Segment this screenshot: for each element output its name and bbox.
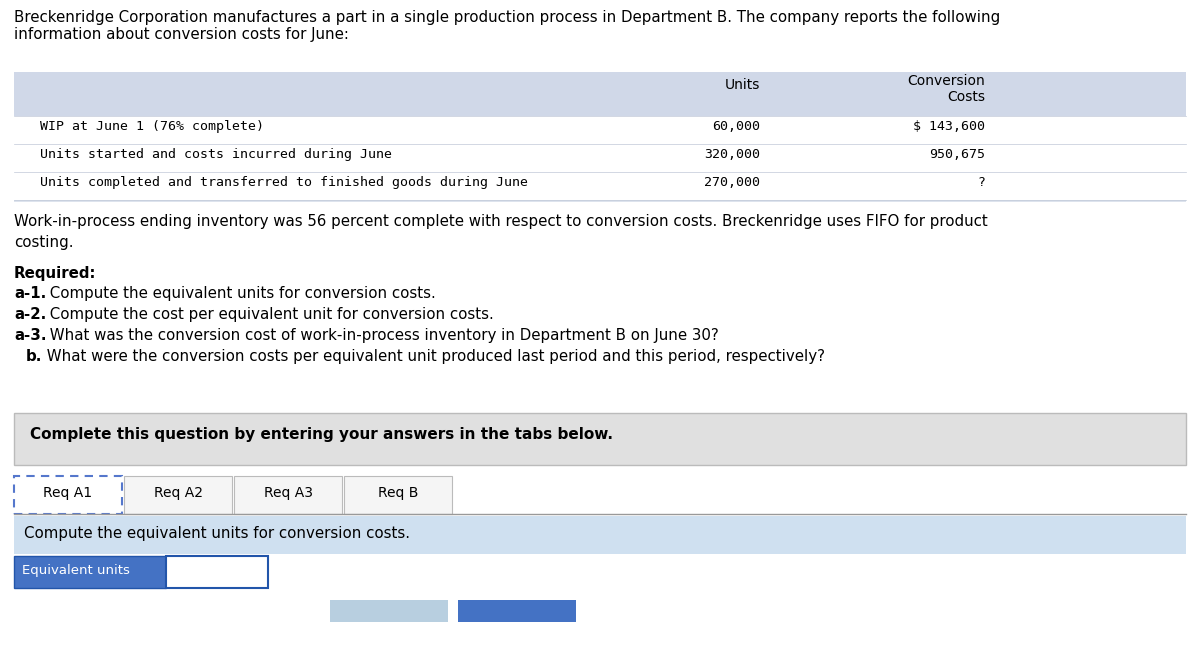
Text: Req A2: Req A2	[154, 486, 203, 500]
Text: Units started and costs incurred during June: Units started and costs incurred during …	[40, 148, 392, 161]
Text: Compute the cost per equivalent unit for conversion costs.: Compute the cost per equivalent unit for…	[46, 307, 494, 322]
Text: 320,000: 320,000	[704, 148, 760, 161]
Text: Work-in-process ending inventory was 56 percent complete with respect to convers: Work-in-process ending inventory was 56 …	[14, 214, 988, 250]
Text: Conversion
Costs: Conversion Costs	[907, 74, 985, 104]
Text: Compute the equivalent units for conversion costs.: Compute the equivalent units for convers…	[24, 526, 410, 541]
Bar	[14, 72, 1186, 202]
Bar	[14, 172, 1186, 200]
Bar	[14, 476, 122, 514]
Bar	[458, 600, 576, 622]
Bar	[14, 144, 1186, 172]
Text: a-3.: a-3.	[14, 328, 47, 343]
Bar	[124, 476, 232, 514]
Text: What were the conversion costs per equivalent unit produced last period and this: What were the conversion costs per equiv…	[42, 349, 824, 364]
Bar	[14, 72, 1186, 116]
Text: 950,675: 950,675	[929, 148, 985, 161]
Bar	[234, 476, 342, 514]
Bar	[14, 556, 166, 588]
Text: a-1.: a-1.	[14, 286, 47, 301]
Bar	[14, 476, 122, 514]
Text: 270,000: 270,000	[704, 176, 760, 189]
Bar	[14, 413, 1186, 465]
Text: Equivalent units: Equivalent units	[22, 564, 130, 577]
Bar	[14, 116, 1186, 144]
Text: WIP at June 1 (76% complete): WIP at June 1 (76% complete)	[40, 120, 264, 133]
Text: Complete this question by entering your answers in the tabs below.: Complete this question by entering your …	[30, 427, 613, 442]
Text: Req B: Req B	[378, 486, 418, 500]
Text: Compute the equivalent units for conversion costs.: Compute the equivalent units for convers…	[46, 286, 436, 301]
Text: What was the conversion cost of work-in-process inventory in Department B on Jun: What was the conversion cost of work-in-…	[46, 328, 719, 343]
Text: Units completed and transferred to finished goods during June: Units completed and transferred to finis…	[40, 176, 528, 189]
Text: 60,000: 60,000	[712, 120, 760, 133]
Bar	[330, 600, 448, 622]
Text: b.: b.	[26, 349, 42, 364]
Text: Units: Units	[725, 78, 760, 92]
Text: Req A1: Req A1	[43, 486, 92, 500]
Text: $ 143,600: $ 143,600	[913, 120, 985, 133]
Bar	[14, 516, 1186, 554]
Bar	[344, 476, 452, 514]
Bar	[166, 556, 268, 588]
Text: a-2.: a-2.	[14, 307, 47, 322]
Text: Req A3: Req A3	[264, 486, 312, 500]
Text: Required:: Required:	[14, 266, 96, 281]
Text: Breckenridge Corporation manufactures a part in a single production process in D: Breckenridge Corporation manufactures a …	[14, 10, 1001, 42]
Text: ?: ?	[977, 176, 985, 189]
